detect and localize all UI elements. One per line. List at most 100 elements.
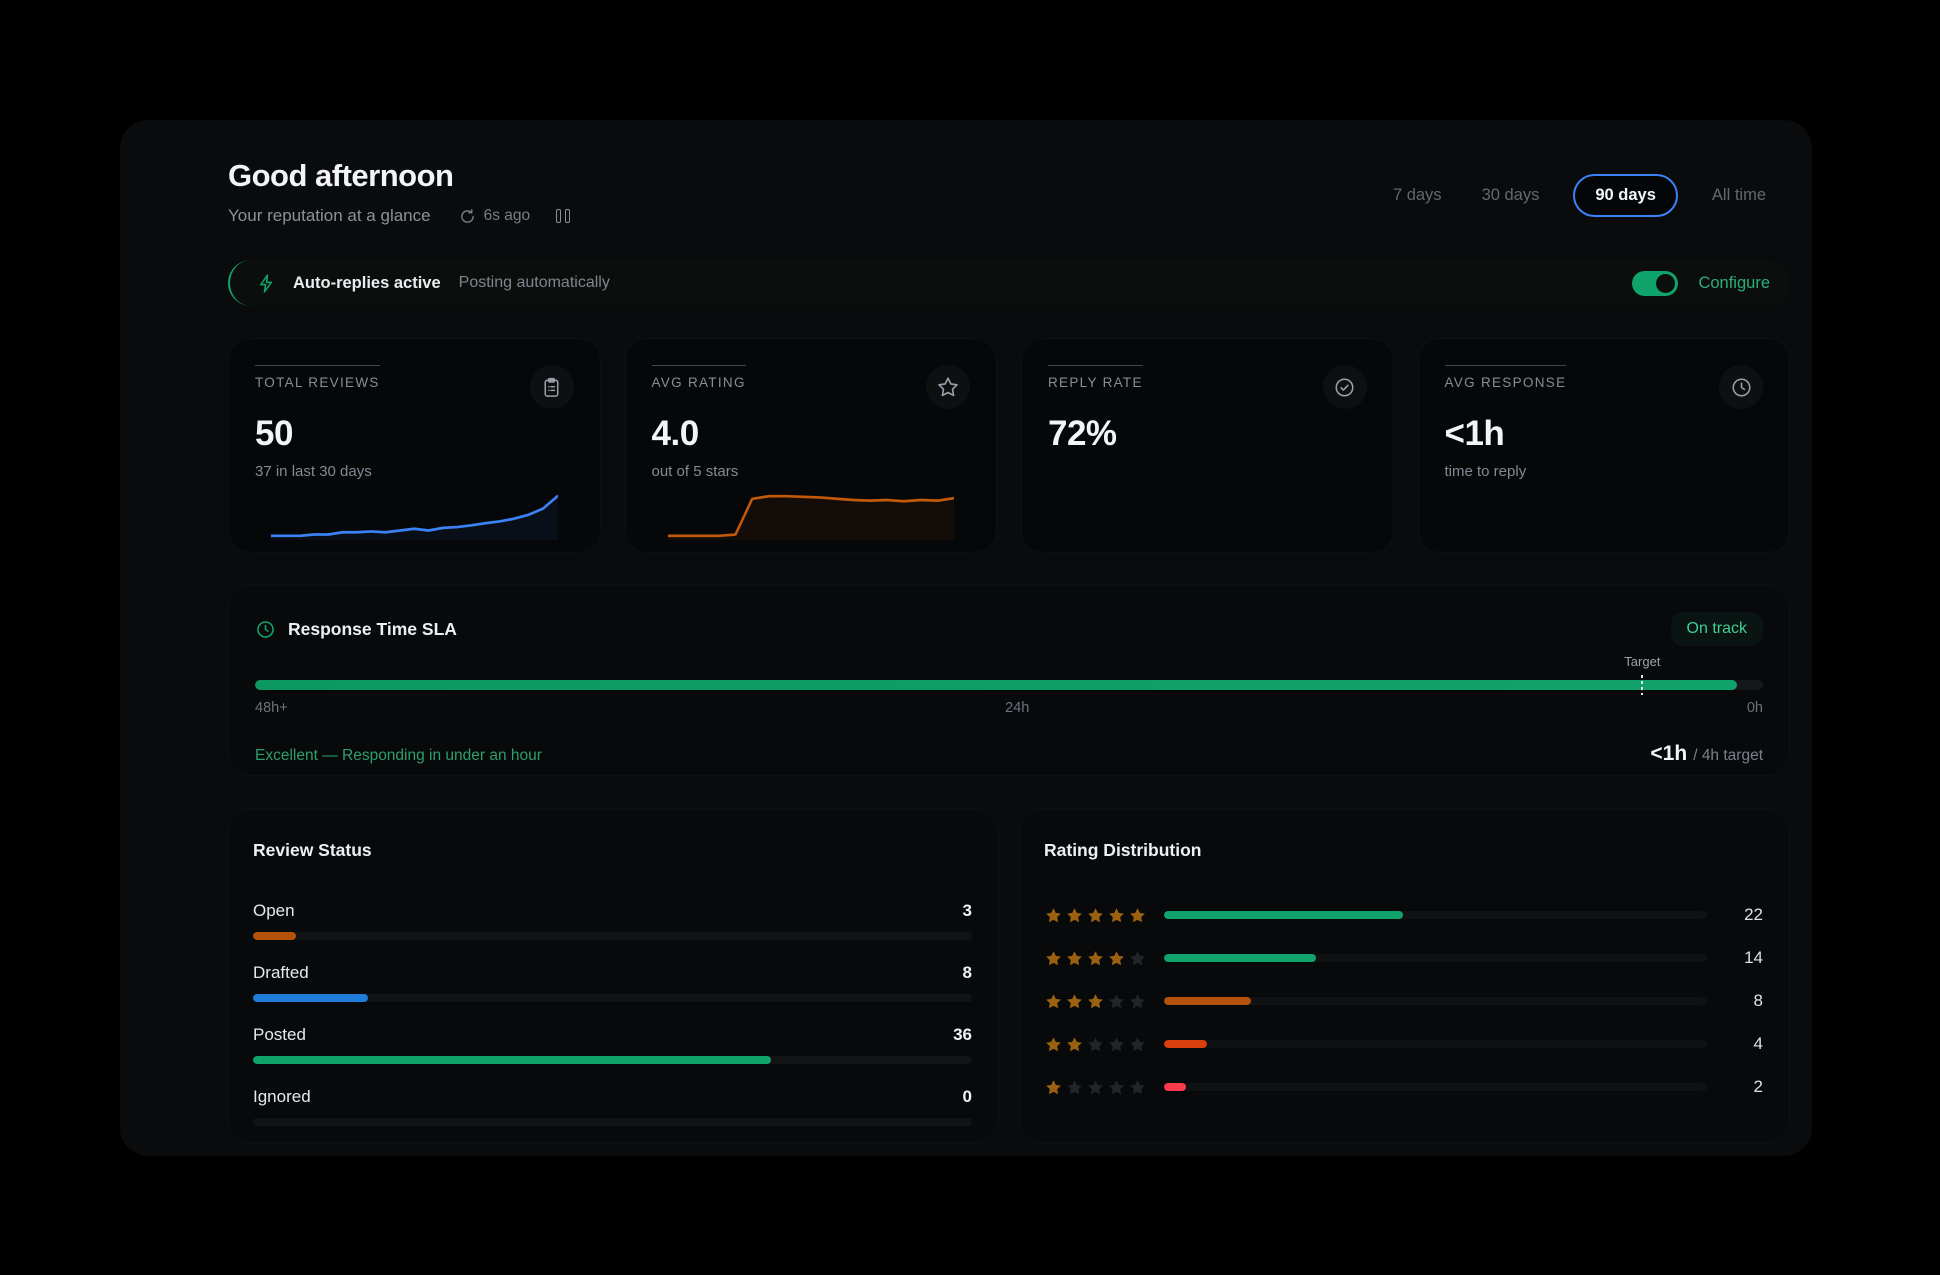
star-empty-icon	[1067, 1079, 1082, 1094]
dashboard-panel: Good afternoon Your reputation at a glan…	[120, 120, 1812, 1156]
stat-value: 72%	[1048, 414, 1117, 453]
rating-bar-fill	[1164, 954, 1317, 962]
tab-all-time[interactable]: All time	[1711, 186, 1766, 204]
star-group	[1044, 949, 1148, 968]
rating-row-3-star: 8	[1044, 991, 1763, 1011]
rating-bar-track	[1164, 997, 1707, 1005]
tab-30-days[interactable]: 30 days	[1481, 186, 1540, 204]
star-filled-icon	[1046, 907, 1061, 922]
stat-subtext: 37 in last 30 days	[255, 463, 372, 480]
status-bar-track	[253, 1056, 972, 1064]
star-filled-icon	[1067, 907, 1082, 922]
stat-sparkline	[255, 492, 574, 540]
sla-progress-track	[255, 680, 1763, 690]
status-bar-track	[253, 1118, 972, 1126]
star-empty-icon	[1109, 1036, 1124, 1051]
review-status-row-ignored: Ignored 0	[253, 1087, 972, 1126]
tab-7-days[interactable]: 7 days	[1392, 186, 1442, 204]
stat-card-total-reviews: TOTAL REVIEWS 50 37 in last 30 days	[228, 338, 601, 553]
toggle-knob	[1656, 273, 1676, 293]
banner-title: Auto-replies active	[293, 273, 441, 292]
sla-card: Response Time SLA On track Target 48h+ 2…	[228, 585, 1790, 776]
star-filled-icon	[1046, 993, 1061, 1008]
stat-value: 4.0	[651, 414, 700, 453]
rating-bar-track	[1164, 1083, 1707, 1091]
sla-target-marker	[1641, 675, 1644, 695]
stat-card-avg-rating: AVG RATING 4.0 out of 5 stars	[624, 338, 997, 553]
rating-count: 4	[1753, 1034, 1763, 1053]
star-filled-icon	[1088, 950, 1103, 965]
sla-scale-right: 0h	[1746, 700, 1763, 716]
star-empty-icon	[1109, 1079, 1124, 1094]
star-empty-icon	[1130, 950, 1145, 965]
star-filled-icon	[1130, 907, 1145, 922]
status-label: Drafted	[253, 963, 309, 982]
rating-bar-fill	[1164, 1083, 1186, 1091]
stat-subtext: time to reply	[1444, 463, 1527, 480]
status-bar-track	[253, 994, 972, 1002]
star-filled-icon	[1046, 950, 1061, 965]
star-filled-icon	[1067, 950, 1082, 965]
status-label: Open	[253, 901, 295, 920]
rating-bar-track	[1164, 911, 1707, 919]
sla-value: <1h/ 4h target	[1650, 742, 1763, 765]
sparkline-chart	[271, 494, 558, 540]
stat-label: TOTAL REVIEWS	[255, 365, 380, 390]
status-bar-track	[253, 932, 972, 940]
stat-card-avg-response: AVG RESPONSE <1h time to reply	[1417, 338, 1790, 553]
pause-icon	[556, 209, 562, 223]
sparkline-chart	[667, 494, 954, 540]
star-group	[1044, 906, 1148, 925]
rating-count: 8	[1753, 991, 1763, 1010]
status-bar-fill	[253, 994, 369, 1002]
status-label: Ignored	[253, 1087, 311, 1106]
review-status-row-drafted: Drafted 8	[253, 963, 972, 1002]
star-group	[1044, 1078, 1148, 1097]
rating-row-4-star: 14	[1044, 948, 1763, 968]
stat-label: AVG RATING	[651, 365, 746, 390]
auto-replies-banner: Auto-replies active Posting automaticall…	[228, 260, 1790, 306]
tab-90-days[interactable]: 90 days	[1573, 174, 1678, 217]
pause-refresh-button[interactable]	[556, 209, 571, 223]
star-empty-icon	[1088, 1036, 1103, 1051]
review-status-row-open: Open 3	[253, 901, 972, 940]
configure-link[interactable]: Configure	[1698, 273, 1770, 292]
sla-target-label: Target	[1624, 654, 1661, 669]
stat-card-reply-rate: REPLY RATE 72%	[1021, 338, 1394, 553]
stat-label: AVG RESPONSE	[1444, 365, 1567, 390]
review-status-rows: Open 3 Drafted 8 Posted 36 Ignored 0	[253, 901, 972, 1126]
page-subtitle: Your reputation at a glance	[228, 206, 431, 225]
check-circle-icon	[1323, 365, 1367, 409]
status-count: 3	[962, 901, 972, 920]
clipboard-icon	[530, 365, 574, 409]
pause-icon	[565, 209, 571, 223]
star-empty-icon	[1130, 1036, 1145, 1051]
rating-row-2-star: 4	[1044, 1034, 1763, 1054]
star-filled-icon	[1088, 993, 1103, 1008]
stat-value: <1h	[1444, 414, 1505, 453]
clock-icon	[257, 620, 274, 638]
status-bar-fill	[253, 932, 297, 940]
review-status-title: Review Status	[253, 840, 372, 860]
rating-count: 14	[1744, 948, 1763, 967]
status-label: Posted	[253, 1025, 306, 1044]
sla-scale-mid: 24h	[1005, 700, 1030, 716]
heading-block: Good afternoon Your reputation at a glan…	[228, 158, 571, 226]
page-title: Good afternoon	[228, 158, 454, 193]
sla-scale-left: 48h+	[255, 700, 288, 716]
star-group	[1044, 1035, 1148, 1054]
rating-distribution-card: Rating Distribution 22 14 8 4 2	[1019, 809, 1790, 1143]
refresh-icon	[460, 208, 474, 223]
clock-icon	[1719, 365, 1763, 409]
sla-message: Excellent — Responding in under an hour	[255, 747, 542, 764]
lightning-icon	[260, 273, 273, 293]
star-icon	[926, 365, 970, 409]
review-status-card: Review Status Open 3 Drafted 8 Posted 36 Ignor…	[228, 809, 999, 1143]
refresh-button[interactable]: 6s ago	[459, 207, 531, 225]
refresh-time: 6s ago	[483, 207, 531, 224]
auto-replies-toggle[interactable]	[1632, 270, 1679, 296]
topbar: Good afternoon Your reputation at a glan…	[228, 158, 1790, 226]
bottom-row: Review Status Open 3 Drafted 8 Posted 36 Ignor…	[228, 809, 1790, 1143]
rating-bar-track	[1164, 954, 1707, 962]
star-group	[1044, 992, 1148, 1011]
